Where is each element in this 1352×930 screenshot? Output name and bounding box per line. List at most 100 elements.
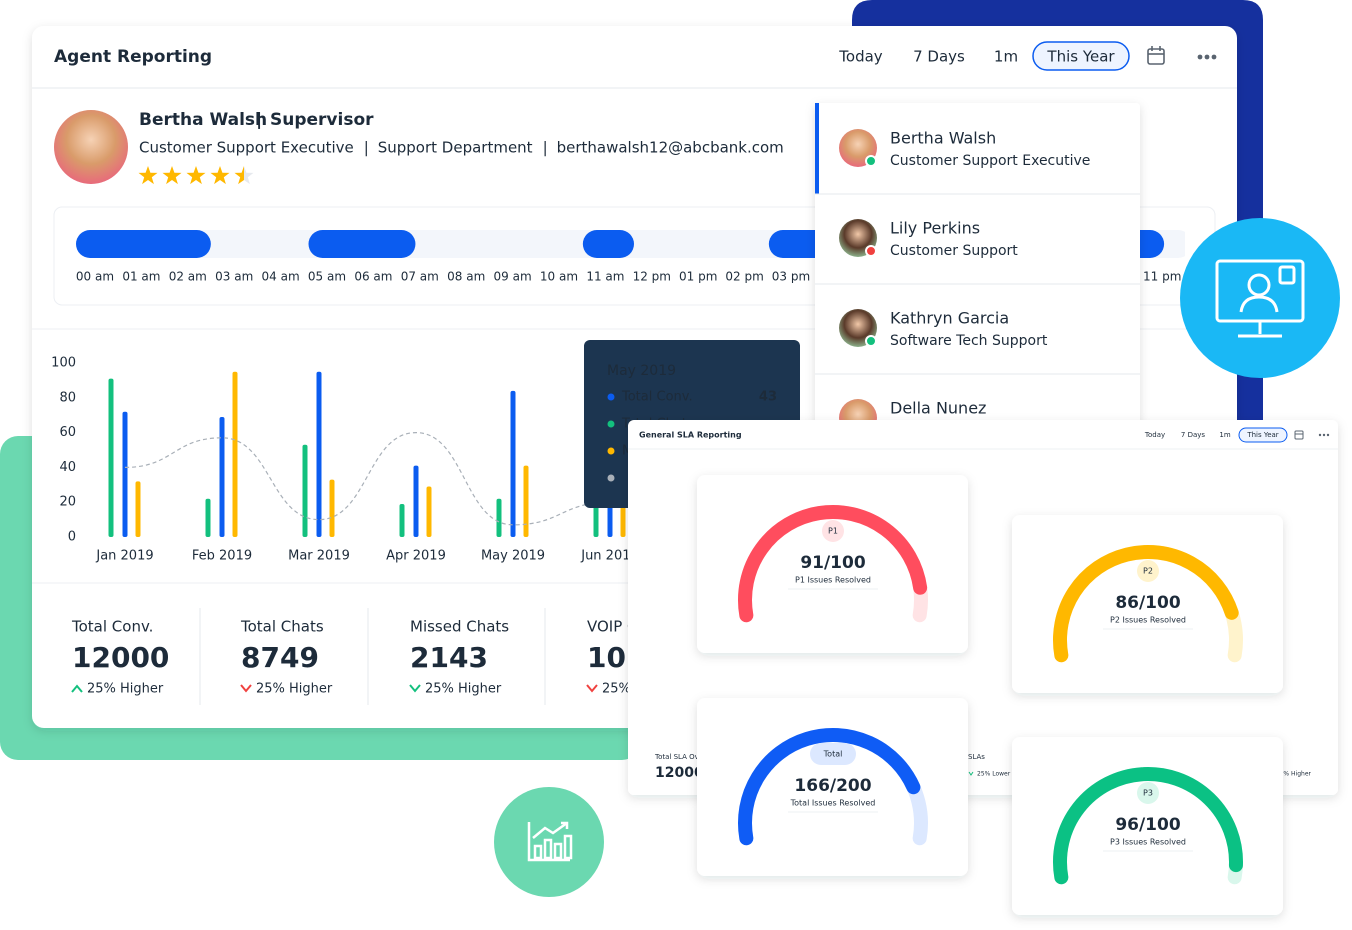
calendar-icon[interactable] [1294,430,1304,440]
stat-value: 2143 [410,641,488,674]
stat-label: SLAs [968,753,985,761]
hour-label: 12 pm [633,270,671,284]
gauge-caption: P3 Issues Resolved [1110,838,1186,847]
gauge-arc [1053,545,1239,663]
rating-star [210,166,230,185]
profile-avatar [54,110,128,184]
agent-option-name[interactable]: Kathryn Garcia [890,309,1009,328]
filter-option[interactable]: 7 Days [913,48,965,66]
y-tick-label: 40 [59,460,76,475]
hour-label: 10 am [540,270,578,284]
tooltip-label: Total Conv. [621,390,693,405]
stat-value: 8749 [241,641,319,674]
agent-option-title: Customer Support Executive [890,153,1090,169]
filter-option[interactable]: This Year [1046,48,1115,66]
hour-label: 00 am [76,270,114,284]
filter-pill[interactable] [1238,427,1288,443]
bar [232,371,238,537]
bar [399,503,405,537]
stat-label: Total Chats [240,618,324,636]
tooltip-dot [607,447,615,455]
x-tick-label: Mar 2019 [288,549,350,564]
stat-change: 25% Higher [1276,771,1312,778]
stat-change: 25% Higher [425,682,502,697]
filter-option[interactable]: 1m [994,48,1018,66]
gauge-chip-label: Total [823,750,843,759]
analytics-badge [494,787,604,897]
x-tick-label: Jun 2019 [580,549,639,564]
gauge-arc [738,505,928,623]
agent-detail: berthawalsh12@abcbank.com [557,139,784,157]
gauge-chip [810,743,856,765]
gauge-card [697,698,968,876]
chart-icon [527,821,573,862]
gauge-chip-label: P3 [1143,789,1153,798]
y-tick-label: 20 [59,495,76,510]
bar [219,416,225,537]
tooltip-title: May 2019 [607,363,676,379]
hour-label: 01 am [122,270,160,284]
gauge-chip [1137,782,1159,804]
more-menu[interactable] [1318,433,1330,437]
separator: | [543,139,548,157]
stat-label: Total Conv. [71,618,153,636]
trend-arrow [586,684,598,693]
status-dot [865,335,877,347]
filter-option[interactable]: This Year [1246,431,1278,439]
hour-label: 11 am [586,270,624,284]
gauge-arc [738,728,921,846]
agent-option-name[interactable]: Della Nunez [890,399,986,418]
filter-option[interactable]: Today [838,48,883,66]
gauge-value: 96/100 [1115,815,1181,835]
filter-pill[interactable] [1032,41,1130,71]
hour-label: 07 am [401,270,439,284]
bar [426,486,432,537]
status-dot [865,155,877,167]
calendar-icon[interactable] [1147,46,1165,65]
agent-option-name[interactable]: Bertha Walsh [890,129,996,148]
gauge-caption: P2 Issues Resolved [1110,616,1186,625]
separator: | [364,139,369,157]
gauge-chip-label: P1 [828,527,838,536]
stat-value: 12000 [72,641,169,674]
agent-option-title: Customer Support [890,243,1018,259]
gauge-card [1012,737,1283,915]
hour-label: 05 am [308,270,346,284]
filter-option[interactable]: 1m [1219,431,1230,439]
bar [205,498,211,537]
activity-segment [582,230,634,258]
bar [135,481,141,537]
bar [496,498,502,537]
gauge-arc [1053,767,1243,885]
agent-role: Supervisor [270,110,374,130]
tooltip-dot [607,393,615,401]
x-tick-label: Feb 2019 [192,549,252,564]
hour-label: 04 am [262,270,300,284]
rating-star [138,166,158,185]
gauge-card [1012,515,1283,693]
bar [302,444,308,537]
sla-reporting-card: General SLA Reporting Today 7 Days 1m This Y… [628,420,1338,915]
more-menu[interactable] [1197,54,1217,60]
sla-content: General SLA Reporting Today 7 Days 1m This Y… [628,427,1338,781]
filter-option[interactable]: 7 Days [1181,431,1206,439]
agent-detail: Support Department [378,139,533,157]
stat-change: 25% Higher [87,682,164,697]
bar [329,479,335,537]
hour-label: 11 pm [1143,270,1181,284]
y-tick-label: 80 [59,390,76,405]
filter-option[interactable]: Today [1144,431,1165,439]
x-tick-label: Jan 2019 [95,549,153,564]
hour-label: 06 am [354,270,392,284]
agent-option-name[interactable]: Lily Perkins [890,219,980,238]
hour-label: 09 am [494,270,532,284]
monitor-icon [1215,259,1305,338]
trend-arrow [71,684,83,693]
badge-circle [494,787,604,897]
trend-arrow [968,771,974,776]
hour-label: 02 pm [725,270,763,284]
y-tick-label: 100 [51,356,76,371]
rating-star [186,166,206,185]
bar [413,465,419,537]
